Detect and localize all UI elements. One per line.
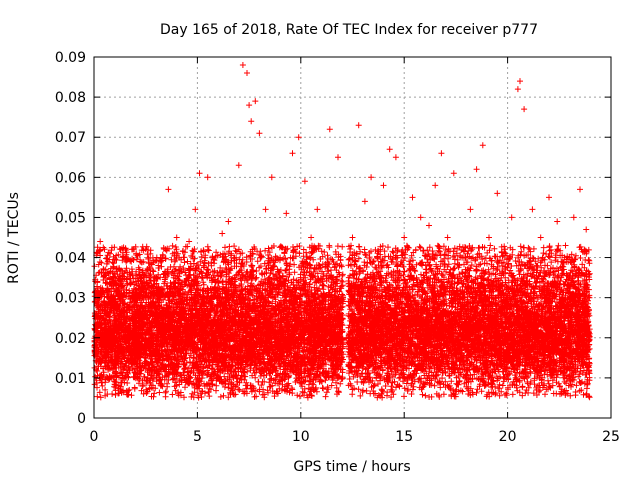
roti-point-markers (91, 62, 593, 401)
y-axis-label: ROTI / TECUs (6, 192, 22, 284)
y-tick-label: 0.05 (55, 210, 86, 226)
data-points (91, 62, 593, 401)
x-tick-label: 20 (499, 429, 517, 445)
axis-ticks: 0 0.01 0.02 0.03 0.04 0.05 0.06 0.07 0.08 0.09 0 5 1… (55, 50, 620, 445)
y-tick-label: 0.07 (55, 130, 86, 146)
y-tick-label: 0.09 (55, 50, 86, 66)
x-tick-label: 25 (602, 429, 620, 445)
y-tick-label: 0.02 (55, 331, 86, 347)
x-tick-label: 0 (90, 429, 99, 445)
y-tick-label: 0.03 (55, 291, 86, 307)
x-tick-label: 5 (193, 429, 202, 445)
y-tick-label: 0 (77, 411, 86, 427)
x-tick-label: 10 (292, 429, 310, 445)
chart-title: Day 165 of 2018, Rate Of TEC Index for r… (160, 22, 538, 38)
plot-frame (93, 56, 612, 419)
x-tick-label: 15 (395, 429, 413, 445)
y-tick-label: 0.01 (55, 371, 86, 387)
y-tick-label: 0.06 (55, 170, 86, 186)
y-tick-label: 0.08 (55, 90, 86, 106)
x-axis-label: GPS time / hours (293, 459, 410, 475)
y-tick-label: 0.04 (55, 251, 86, 267)
